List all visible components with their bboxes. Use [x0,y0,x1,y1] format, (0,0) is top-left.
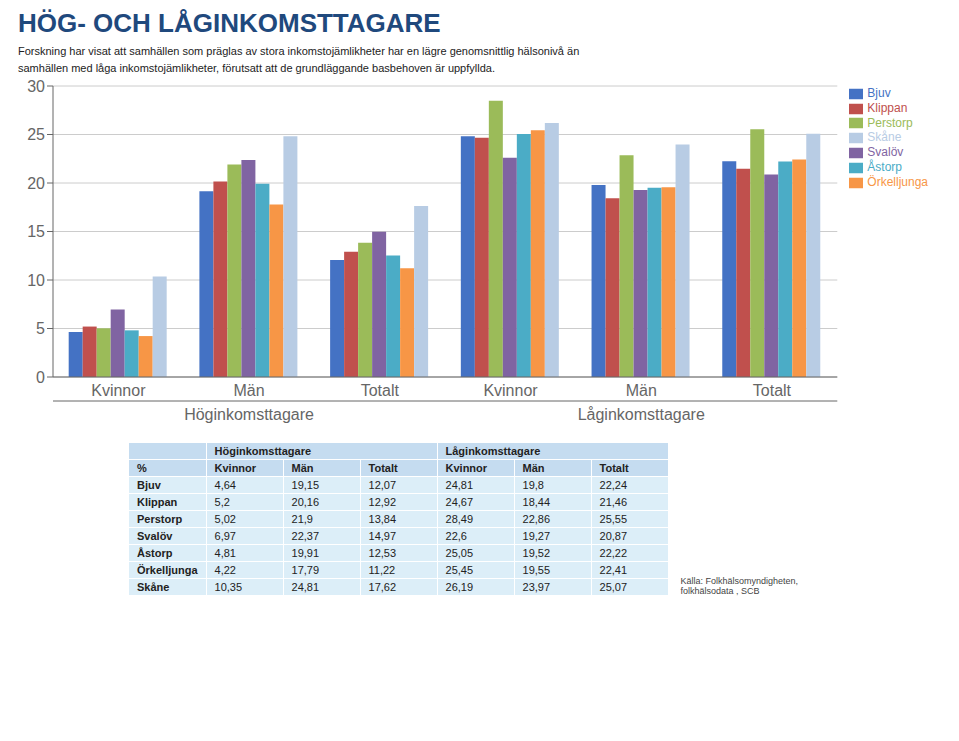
html-text:Klippan: Klippan [867,100,908,115]
html-text:Åstorp: Åstorp [867,160,902,175]
html-text:Klippan: Klippan [137,496,178,508]
html-text:26,19: 26,19 [445,581,474,593]
html-text:12,07: 12,07 [368,479,397,491]
html-text:22,41: 22,41 [599,564,628,576]
svg-text:20: 20 [27,175,45,192]
html-text:25,45: 25,45 [445,564,474,576]
html-text:22,22: 22,22 [599,547,628,559]
html-text:Källa: Folkhälsomyndigheten, f: Källa: Folkhälsomyndigheten, folkhälsoda… [680,576,799,596]
html-text:Skåne: Skåne [137,581,170,593]
html-text:13,84: 13,84 [368,513,397,525]
html-text:17,79: 17,79 [291,564,320,576]
html-text:Örkelljunga: Örkelljunga [137,564,198,576]
html-text:12,53: 12,53 [368,547,397,559]
html-text:11,22: 11,22 [368,564,396,576]
svg-text:10: 10 [27,272,45,289]
html-text:Örkelljunga: Örkelljunga [867,175,928,189]
html-text:25,05: 25,05 [445,547,474,559]
html-text:19,55: 19,55 [522,564,551,576]
html-text:Män: Män [291,462,314,474]
svg-text:Höginkomsttagare: Höginkomsttagare [184,406,314,423]
svg-text:Män: Män [234,382,265,399]
html-text:20,16: 20,16 [291,496,320,508]
html-text:22,86: 22,86 [522,513,551,525]
svg-text:15: 15 [27,223,45,240]
html-text:20,87: 20,87 [599,530,628,542]
html-text:23,97: 23,97 [522,581,551,593]
svg-text:25: 25 [27,126,45,143]
html-text:Svalöv: Svalöv [867,145,904,160]
html-text:Kvinnor: Kvinnor [445,462,488,474]
html-text:Höginkomsttagare: Höginkomsttagare [214,445,312,457]
html-text:24,67: 24,67 [445,496,474,508]
html-text:Perstorp: Perstorp [867,115,913,130]
html-text:5,2: 5,2 [214,496,230,508]
svg-text:Totalt: Totalt [753,382,792,399]
html-text:28,49: 28,49 [445,513,474,525]
svg-text:5: 5 [36,320,45,337]
html-text:25,55: 25,55 [599,513,628,525]
html-text:22,37: 22,37 [291,530,320,542]
svg-text:Kvinnor: Kvinnor [91,382,146,399]
svg-text:30: 30 [27,78,45,95]
html-text:21,46: 21,46 [599,496,628,508]
html-text:Kvinnor: Kvinnor [214,462,257,474]
html-text:19,15: 19,15 [291,479,320,491]
html-text:4,22: 4,22 [214,564,236,576]
svg-text:0: 0 [36,369,45,386]
html-text:5,02: 5,02 [214,513,236,525]
html-text:22,24: 22,24 [599,479,628,491]
html-text:Skåne: Skåne [867,130,902,145]
html-text:Låginkomsttagare: Låginkomsttagare [445,445,541,457]
html-text:21,9: 21,9 [291,513,313,525]
html-text:Män: Män [522,462,545,474]
svg-text:Totalt: Totalt [361,382,400,399]
html-text:17,62: 17,62 [368,581,397,593]
html-text:HÖG- OCH LÅGINKOMSTTAGARE: HÖG- OCH LÅGINKOMSTTAGARE [18,8,441,38]
html-text:19,91: 19,91 [291,547,320,559]
svg-text:Män: Män [626,382,657,399]
html-text:Bjuv: Bjuv [867,86,891,100]
html-text:4,81: 4,81 [214,547,236,559]
html-text:Bjuv: Bjuv [137,479,161,491]
html-text:14,97: 14,97 [368,530,397,542]
html-text:Svalöv: Svalöv [137,530,173,542]
html-text:6,97: 6,97 [214,530,236,542]
svg-text:Låginkomsttagare: Låginkomsttagare [578,406,705,423]
html-text:Totalt: Totalt [368,462,398,474]
html-text:10,35: 10,35 [214,581,243,593]
html-text:Perstorp: Perstorp [137,513,183,525]
html-text:19,27: 19,27 [522,530,551,542]
html-text:18,44: 18,44 [522,496,551,508]
html-text:19,52: 19,52 [522,547,551,559]
html-text:25,07: 25,07 [599,581,628,593]
svg-text:Kvinnor: Kvinnor [483,382,538,399]
html-text:24,81: 24,81 [445,479,474,491]
html-text:Forskning har visat att samhäl: Forskning har visat att samhällen som pr… [18,45,580,74]
html-text:19,8: 19,8 [522,479,544,491]
html-text:4,64: 4,64 [214,479,236,491]
html-text:24,81: 24,81 [291,581,320,593]
html-text:12,92: 12,92 [368,496,397,508]
html-text:Totalt: Totalt [599,462,629,474]
html-text:22,6: 22,6 [445,530,467,542]
html-text:Åstorp: Åstorp [137,547,173,559]
